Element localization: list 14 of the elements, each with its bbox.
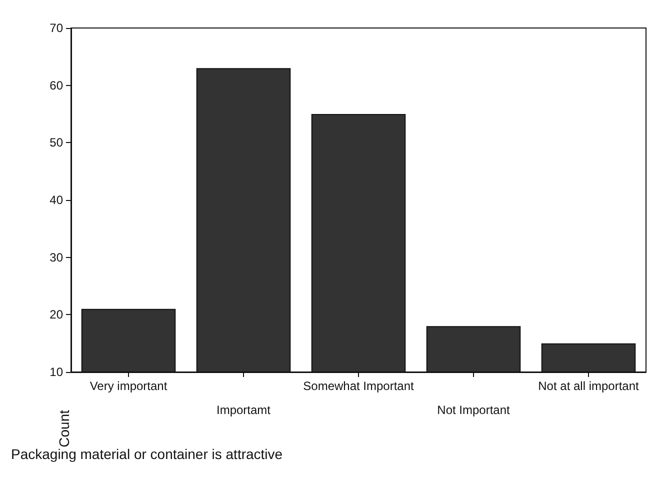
y-tick-label: 60 (50, 78, 64, 92)
y-tick-label: 40 (50, 193, 64, 207)
y-axis-title: Count (56, 410, 72, 448)
x-tick-label: Importamt (216, 403, 272, 417)
y-tick-label: 50 (50, 136, 64, 150)
y-tick-label: 10 (50, 365, 64, 379)
x-tick-label: Not at all important (538, 379, 640, 393)
y-tick-label: 70 (50, 21, 64, 35)
x-tick-label: Not Important (437, 403, 511, 417)
x-axis-title: Packaging material or container is attractive (11, 446, 283, 462)
y-tick-label: 20 (50, 308, 64, 322)
x-tick-label: Very important (90, 379, 168, 393)
y-tick-label: 30 (50, 250, 64, 264)
x-tick-label: Somewhat Important (303, 379, 415, 393)
